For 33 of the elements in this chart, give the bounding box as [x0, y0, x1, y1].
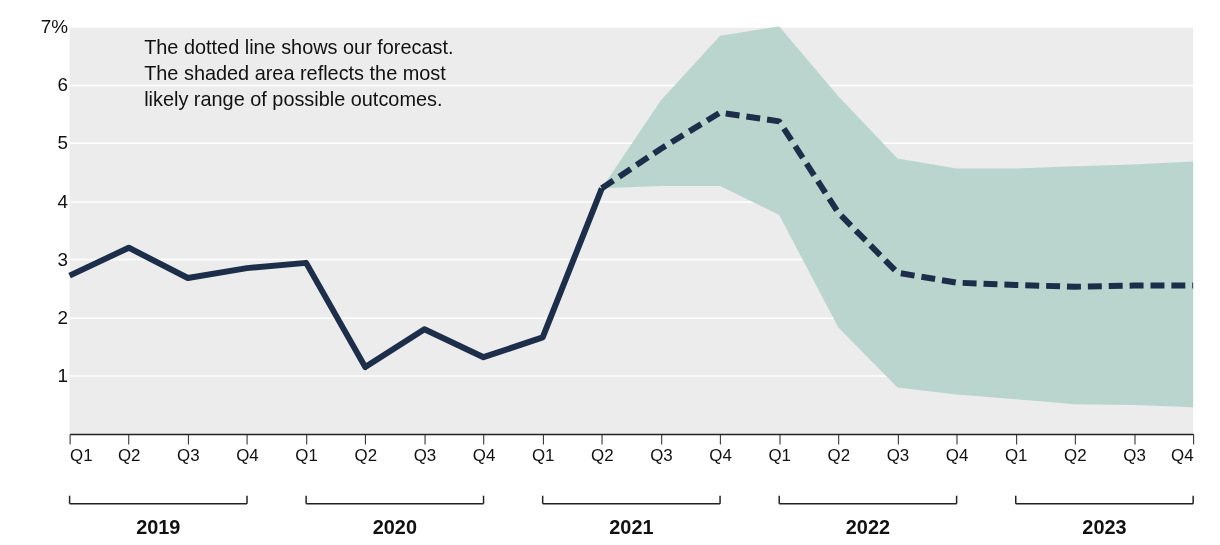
y-tick-label: 3 [57, 248, 69, 270]
x-tick-label: Q4 [945, 446, 969, 466]
x-tick-label: Q1 [295, 446, 318, 466]
text: 2019 [136, 516, 181, 539]
x-tick-label: Q3 [413, 446, 437, 466]
x-tick-label: Q3 [177, 446, 200, 466]
y-tick-label: 5 [57, 132, 69, 154]
text: 2022 [845, 516, 891, 539]
x-tick-label: Q1 [70, 446, 93, 466]
x-tick-label: Q1 [531, 446, 555, 466]
x-tick-label: Q4 [709, 446, 732, 466]
x-tick-label: Q1 [768, 446, 791, 466]
y-tick-label: 4 [57, 190, 69, 212]
x-tick-label: Q4 [472, 446, 496, 466]
x-tick-label: Q3 [1123, 446, 1146, 466]
x-tick-label: Q1 [1004, 446, 1028, 466]
text: 2020 [372, 516, 417, 539]
x-tick-label: Q3 [886, 446, 910, 466]
x-tick-label: Q2 [1064, 446, 1087, 466]
x-tick-label: Q2 [591, 446, 614, 466]
annotation: The dotted line shows our forecast. The shaded area reflects the most likely range of possible outcomes. [144, 36, 454, 110]
x-tick-label: Q2 [117, 446, 141, 466]
y-tick-label: 6 [57, 74, 69, 96]
x-tick-label: Q2 [354, 446, 378, 466]
y-tick-label: 1 [57, 365, 69, 387]
y-tick-label: 7% [40, 15, 69, 37]
text: 2021 [609, 516, 654, 539]
x-tick-label: Q3 [650, 446, 673, 466]
x-tick-label: Q4 [236, 446, 259, 466]
text: 2023 [1082, 516, 1127, 539]
x-tick-label: Q2 [827, 446, 851, 466]
y-tick-label: 2 [57, 307, 69, 329]
x-tick-label: Q4 [1171, 446, 1194, 466]
